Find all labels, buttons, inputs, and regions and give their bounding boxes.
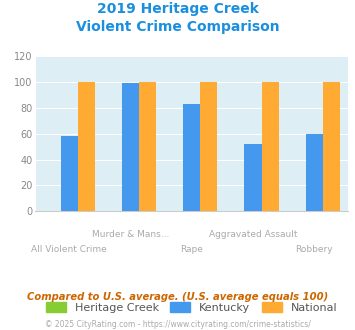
Bar bbox=[200, 82, 217, 211]
Text: Aggravated Assault: Aggravated Assault bbox=[209, 230, 297, 239]
Bar bbox=[61, 136, 78, 211]
Bar bbox=[323, 82, 340, 211]
Bar bbox=[306, 134, 323, 211]
Bar bbox=[183, 104, 200, 211]
Text: 2019 Heritage Creek: 2019 Heritage Creek bbox=[97, 2, 258, 16]
Text: Murder & Mans...: Murder & Mans... bbox=[92, 230, 169, 239]
Text: All Violent Crime: All Violent Crime bbox=[31, 245, 107, 254]
Bar bbox=[262, 82, 279, 211]
Text: Compared to U.S. average. (U.S. average equals 100): Compared to U.S. average. (U.S. average … bbox=[27, 292, 328, 302]
Text: © 2025 CityRating.com - https://www.cityrating.com/crime-statistics/: © 2025 CityRating.com - https://www.city… bbox=[45, 320, 310, 329]
Bar bbox=[139, 82, 156, 211]
Legend: Heritage Creek, Kentucky, National: Heritage Creek, Kentucky, National bbox=[42, 297, 342, 317]
Text: Robbery: Robbery bbox=[295, 245, 333, 254]
Text: Rape: Rape bbox=[180, 245, 203, 254]
Bar bbox=[244, 144, 262, 211]
Bar bbox=[78, 82, 95, 211]
Text: Violent Crime Comparison: Violent Crime Comparison bbox=[76, 20, 279, 34]
Bar bbox=[122, 83, 139, 211]
